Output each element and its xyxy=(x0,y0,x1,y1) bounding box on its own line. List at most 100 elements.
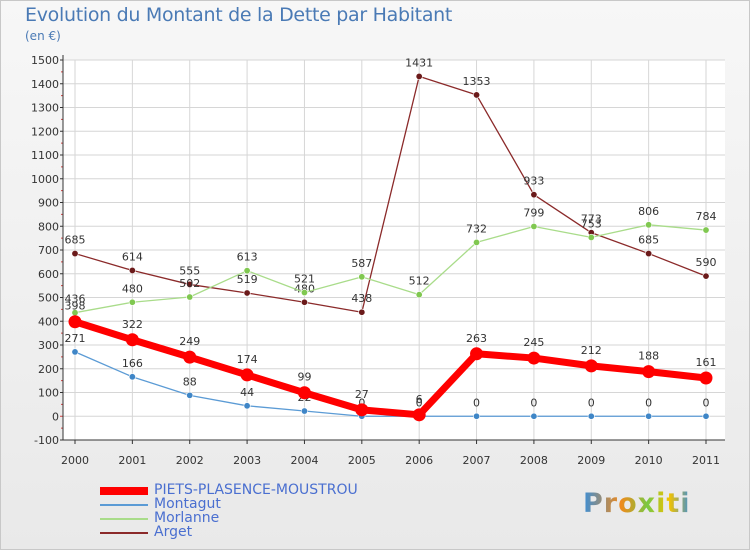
data-point xyxy=(699,371,713,385)
data-label: 99 xyxy=(297,371,311,384)
brand-logo-text: Proxiti xyxy=(583,488,691,519)
data-label: 613 xyxy=(237,251,258,264)
legend-swatch xyxy=(100,518,148,520)
data-label: 6 xyxy=(416,393,423,406)
y-tick-label: 0 xyxy=(52,410,59,423)
x-tick-label: 2006 xyxy=(405,454,433,467)
brand-logo: Proxiti xyxy=(583,488,691,519)
y-tick-label: 600 xyxy=(38,268,59,281)
x-tick-label: 2001 xyxy=(118,454,146,467)
data-label: 685 xyxy=(638,234,659,247)
y-tick-label: 400 xyxy=(38,315,59,328)
data-point xyxy=(473,238,481,246)
data-point xyxy=(702,412,710,420)
data-label: 784 xyxy=(696,210,717,223)
data-label: 174 xyxy=(237,353,258,366)
data-point xyxy=(645,250,653,258)
legend-label: Montagut xyxy=(154,496,221,512)
y-tick-label: 1500 xyxy=(31,54,59,67)
x-tick-label: 2009 xyxy=(577,454,605,467)
data-point xyxy=(358,273,366,281)
data-label: 166 xyxy=(122,357,143,370)
data-point xyxy=(473,91,481,99)
data-point xyxy=(186,280,194,288)
data-label: 27 xyxy=(355,388,369,401)
data-point xyxy=(71,348,79,356)
data-point xyxy=(68,315,82,329)
data-point xyxy=(300,289,308,297)
data-label: 271 xyxy=(65,332,86,345)
data-label: 0 xyxy=(645,396,652,409)
data-point xyxy=(358,308,366,316)
y-tick-label: 900 xyxy=(38,197,59,210)
data-label: 249 xyxy=(179,335,200,348)
data-label: 212 xyxy=(581,344,602,357)
series-line-piets-plasence-moustrou xyxy=(73,318,707,419)
series-line-montagut xyxy=(74,351,706,417)
data-point xyxy=(186,293,194,301)
data-point xyxy=(125,333,139,347)
legend-label: PIETS-PLASENCE-MOUSTROU xyxy=(154,482,358,498)
data-label: 555 xyxy=(179,264,200,277)
y-tick-label: 300 xyxy=(38,339,59,352)
data-label: 245 xyxy=(523,336,544,349)
data-point xyxy=(243,289,251,297)
legend-swatch xyxy=(100,487,148,495)
data-point xyxy=(128,298,136,306)
data-point xyxy=(527,351,541,365)
data-label: 502 xyxy=(179,277,200,290)
data-point xyxy=(243,267,251,275)
y-tick-label: 200 xyxy=(38,363,59,376)
chart-title: Evolution du Montant de la Dette par Hab… xyxy=(25,4,453,26)
x-tick-label: 2008 xyxy=(520,454,548,467)
data-point xyxy=(183,350,197,364)
y-tick-label: -100 xyxy=(34,434,59,447)
data-point xyxy=(297,386,311,400)
data-label: 773 xyxy=(581,213,602,226)
y-tick-label: 1400 xyxy=(31,78,59,91)
data-label: 438 xyxy=(351,292,372,305)
data-point xyxy=(243,402,251,410)
data-label: 512 xyxy=(409,275,430,288)
data-label: 322 xyxy=(122,318,143,331)
legend-label: Morlanne xyxy=(154,510,220,526)
x-tick-label: 2005 xyxy=(348,454,376,467)
data-label: 263 xyxy=(466,332,487,345)
x-tick-label: 2007 xyxy=(463,454,491,467)
data-point xyxy=(415,72,423,80)
data-point xyxy=(645,412,653,420)
data-label: 590 xyxy=(696,256,717,269)
data-label: 933 xyxy=(523,175,544,188)
x-tick-label: 2011 xyxy=(692,454,720,467)
data-point xyxy=(587,233,595,241)
data-point xyxy=(584,359,598,373)
series-line-arget xyxy=(74,75,707,313)
legend-item: PIETS-PLASENCE-MOUSTROU xyxy=(100,482,420,498)
data-label: 1353 xyxy=(463,75,491,88)
data-label: 161 xyxy=(696,356,717,369)
data-label: 88 xyxy=(183,375,197,388)
data-label: 480 xyxy=(122,282,143,295)
y-tick-label: 1200 xyxy=(31,125,59,138)
chart-subtitle: (en €) xyxy=(25,29,61,43)
data-label: 587 xyxy=(351,257,372,270)
data-label: 753 xyxy=(581,217,602,230)
x-tick-label: 2002 xyxy=(176,454,204,467)
y-tick-label: 1100 xyxy=(31,149,59,162)
data-point xyxy=(702,272,710,280)
data-point xyxy=(470,347,484,361)
data-point xyxy=(587,412,595,420)
data-label: 44 xyxy=(240,386,254,399)
data-point xyxy=(240,368,254,382)
data-label: 614 xyxy=(122,250,143,263)
data-label: 0 xyxy=(358,396,365,409)
data-label: 0 xyxy=(588,396,595,409)
data-label: 398 xyxy=(65,300,86,313)
data-point xyxy=(702,226,710,234)
y-tick-label: 1300 xyxy=(31,102,59,115)
y-tick-label: 800 xyxy=(38,220,59,233)
data-point xyxy=(355,403,369,417)
y-tick-label: 100 xyxy=(38,387,59,400)
x-tick-label: 2000 xyxy=(61,454,89,467)
